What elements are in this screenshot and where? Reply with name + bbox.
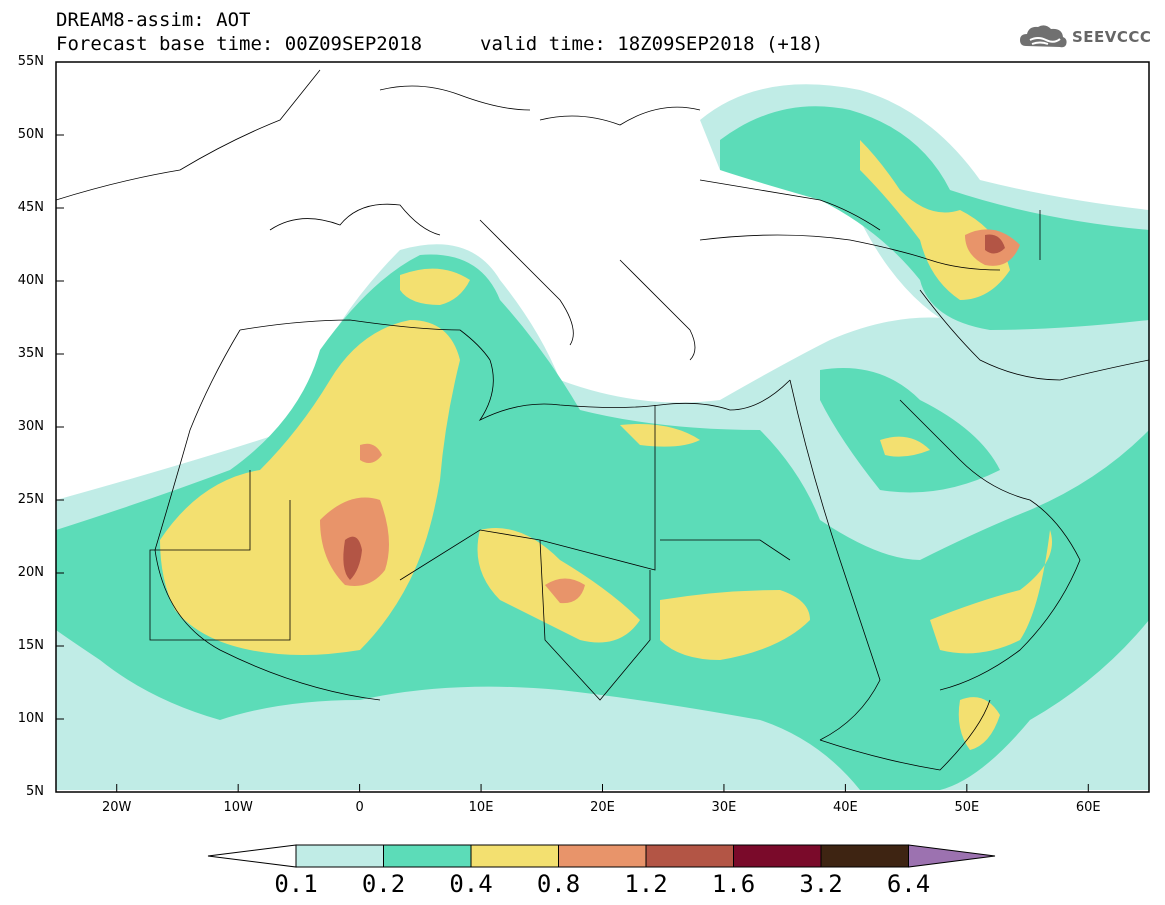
- colorbar-segment: [645, 844, 734, 868]
- colorbar-label: 0.4: [449, 870, 493, 898]
- lat-label: 10N: [17, 711, 44, 726]
- lon-label: 20W: [102, 800, 132, 815]
- colorbar-over-arrow: [908, 844, 996, 868]
- colorbar-label: 3.2: [799, 870, 843, 898]
- colorbar-label: 6.4: [886, 870, 931, 898]
- colorbar-segment: [558, 844, 647, 868]
- colorbar-segment: [820, 844, 909, 868]
- colorbar-label: 1.2: [624, 870, 668, 898]
- lon-label: 10W: [223, 800, 253, 815]
- lat-label: 30N: [17, 419, 44, 434]
- lat-label: 25N: [17, 492, 44, 507]
- lon-label: 20E: [590, 800, 615, 815]
- lon-label: 40E: [832, 800, 858, 815]
- colorbar-under-arrow: [207, 844, 297, 868]
- lon-label: 30E: [711, 800, 737, 815]
- colorbar-segment: [295, 844, 384, 868]
- colorbar-segment: [383, 844, 472, 868]
- lat-label: 5N: [26, 784, 44, 799]
- lat-label: 20N: [17, 565, 44, 580]
- colorbar-label: 0.8: [536, 870, 581, 898]
- lon-label: 60E: [1075, 800, 1101, 815]
- lat-label: 15N: [17, 638, 44, 653]
- seevccc-logo: SEEVCCC: [1018, 22, 1151, 52]
- aot-field: [56, 69, 1149, 791]
- lat-label: 50N: [17, 127, 44, 142]
- colorbar-label: 0.1: [274, 870, 318, 898]
- lon-label: 50E: [954, 800, 980, 815]
- logo-text: SEEVCCC: [1072, 28, 1152, 46]
- colorbar: [207, 844, 996, 868]
- colorbar-segment: [470, 844, 559, 868]
- colorbar-label: 0.2: [361, 870, 406, 898]
- lon-label: 0: [355, 800, 364, 815]
- lon-label: 10E: [468, 800, 494, 815]
- map-title: DREAM8-assim: AOT: [56, 9, 251, 31]
- lat-label: 35N: [17, 346, 44, 361]
- forecast-base-time: Forecast base time: 00Z09SEP2018: [56, 33, 423, 55]
- colorbar-segment: [733, 844, 822, 868]
- lat-label: 55N: [17, 54, 44, 69]
- lat-label: 45N: [17, 200, 44, 215]
- lat-label: 40N: [17, 273, 44, 288]
- cloud-icon: [1020, 25, 1067, 48]
- colorbar-label: 1.6: [711, 870, 756, 898]
- valid-time: valid time: 18Z09SEP2018 (+18): [480, 33, 824, 55]
